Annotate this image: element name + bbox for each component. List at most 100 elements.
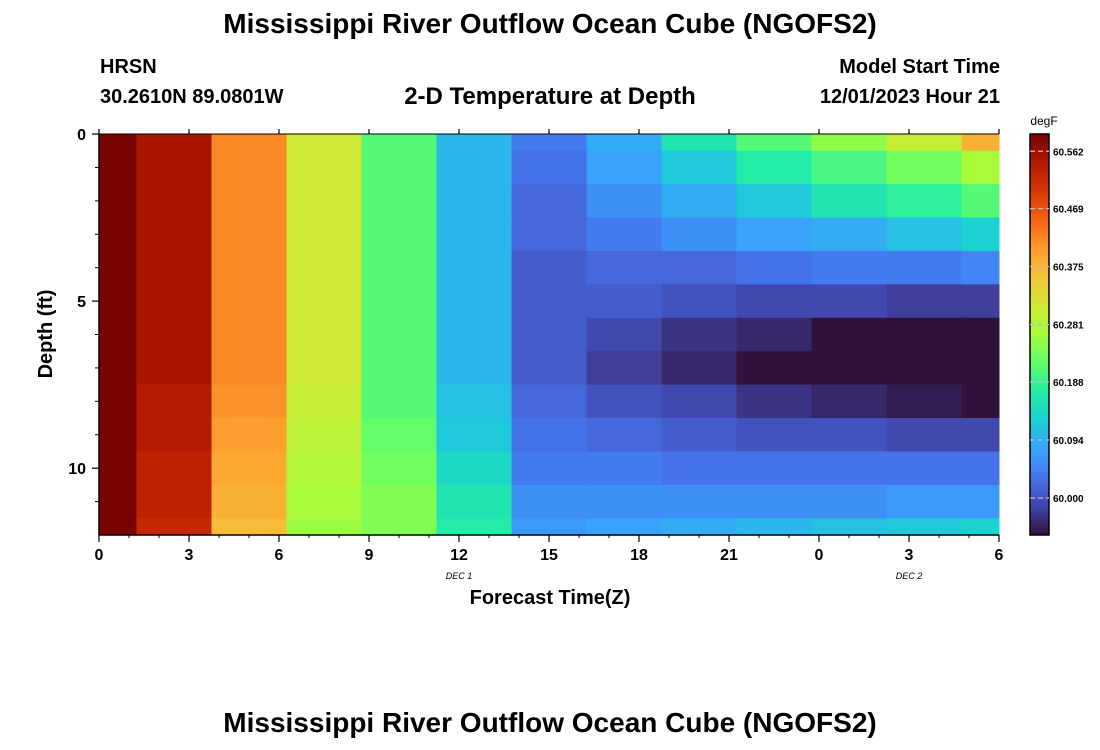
heatmap-cell	[436, 217, 512, 252]
heatmap-cell	[436, 184, 512, 219]
heatmap-cell	[286, 184, 362, 219]
heatmap-cell	[361, 150, 437, 185]
heatmap-cell	[586, 284, 662, 319]
heatmap-cell	[736, 184, 812, 219]
colorbar-tick-label: 60.000	[1053, 494, 1084, 505]
y-tick-label: 5	[77, 294, 86, 311]
heatmap-cell	[811, 150, 887, 185]
heatmap-cell	[961, 250, 1000, 285]
heatmap-cell	[436, 134, 512, 152]
heatmap-cell	[811, 217, 887, 252]
heatmap-cell	[211, 484, 287, 519]
heatmap-cell	[736, 351, 812, 386]
heatmap-cell	[286, 418, 362, 452]
heatmap-cell	[286, 134, 362, 152]
x-tick-label: 3	[905, 547, 914, 564]
heatmap-cell	[136, 250, 212, 285]
heatmap-cell	[361, 384, 437, 419]
heatmap-cell	[886, 418, 962, 452]
heatmap-cell	[211, 451, 287, 486]
heatmap-cell	[886, 217, 962, 252]
y-axis-label: Depth (ft)	[35, 290, 57, 379]
heatmap-cells	[99, 134, 1000, 536]
heatmap-cell	[961, 317, 1000, 352]
heatmap-cell	[811, 250, 887, 285]
heatmap-cell	[136, 150, 212, 185]
heatmap-cell	[361, 317, 437, 352]
heatmap-cell	[511, 184, 587, 219]
x-tick-label: 18	[630, 547, 648, 564]
heatmap-cell	[136, 134, 212, 152]
heatmap-cell	[961, 351, 1000, 386]
heatmap-cell	[811, 484, 887, 519]
heatmap-cell	[361, 351, 437, 386]
heatmap-cell	[211, 351, 287, 386]
heatmap-cell	[586, 217, 662, 252]
heatmap-cell	[211, 518, 287, 536]
x-tick-label: 21	[720, 547, 738, 564]
heatmap-cell	[136, 284, 212, 319]
heatmap-cell	[661, 484, 737, 519]
heatmap-cell	[211, 317, 287, 352]
heatmap-cell	[286, 384, 362, 419]
y-tick-label: 0	[77, 127, 86, 144]
heatmap-cell	[886, 284, 962, 319]
heatmap-cell	[886, 518, 962, 536]
heatmap-cell	[886, 351, 962, 386]
heatmap-cell	[736, 150, 812, 185]
model-start-label: Model Start Time	[839, 56, 1000, 78]
x-tick-label: 9	[365, 547, 374, 564]
heatmap-cell	[586, 451, 662, 486]
heatmap-cell	[286, 250, 362, 285]
heatmap-cell	[136, 217, 212, 252]
date-label: DEC 2	[896, 571, 923, 581]
model-start-value: 12/01/2023 Hour 21	[819, 86, 1000, 108]
heatmap-cell	[661, 134, 737, 152]
heatmap-cell	[436, 451, 512, 486]
heatmap-cell	[811, 418, 887, 452]
heatmap-cell	[99, 284, 137, 319]
heatmap-cell	[211, 284, 287, 319]
colorbar-tick-label: 60.094	[1053, 436, 1084, 447]
heatmap-cell	[886, 134, 962, 152]
heatmap-cell	[586, 418, 662, 452]
heatmap-cell	[511, 217, 587, 252]
heatmap-cell	[736, 284, 812, 319]
x-tick-label: 15	[540, 547, 558, 564]
heatmap-cell	[586, 184, 662, 219]
colorbar-tick-label: 60.281	[1053, 321, 1084, 332]
heatmap-cell	[361, 518, 437, 536]
heatmap-cell	[661, 284, 737, 319]
heatmap-cell	[586, 384, 662, 419]
colorbar-tick-label: 60.469	[1053, 205, 1084, 216]
heatmap-cell	[211, 217, 287, 252]
heatmap-cell	[736, 384, 812, 419]
heatmap-cell	[286, 351, 362, 386]
heatmap-cell	[586, 518, 662, 536]
heatmap-cell	[211, 150, 287, 185]
heatmap-cell	[736, 317, 812, 352]
heatmap-cell	[436, 317, 512, 352]
heatmap-cell	[511, 317, 587, 352]
heatmap-cell	[436, 250, 512, 285]
heatmap-cell	[961, 184, 1000, 219]
heatmap-cell	[136, 451, 212, 486]
heatmap-cell	[361, 184, 437, 219]
heatmap-cell	[586, 150, 662, 185]
heatmap-cell	[811, 317, 887, 352]
heatmap-cell	[811, 351, 887, 386]
heatmap-cell	[961, 150, 1000, 185]
heatmap-cell	[661, 451, 737, 486]
x-tick-label: 0	[815, 547, 824, 564]
date-label: DEC 1	[446, 571, 473, 581]
heatmap-cell	[961, 384, 1000, 419]
page-title-repeat: Mississippi River Outflow Ocean Cube (NG…	[223, 707, 877, 738]
heatmap-cell	[286, 317, 362, 352]
heatmap-cell	[511, 284, 587, 319]
heatmap-cell	[736, 518, 812, 536]
heatmap-cell	[661, 250, 737, 285]
heatmap-cell	[736, 484, 812, 519]
heatmap-cell	[136, 518, 212, 536]
heatmap-cell	[136, 351, 212, 386]
x-tick-label: 6	[275, 547, 284, 564]
